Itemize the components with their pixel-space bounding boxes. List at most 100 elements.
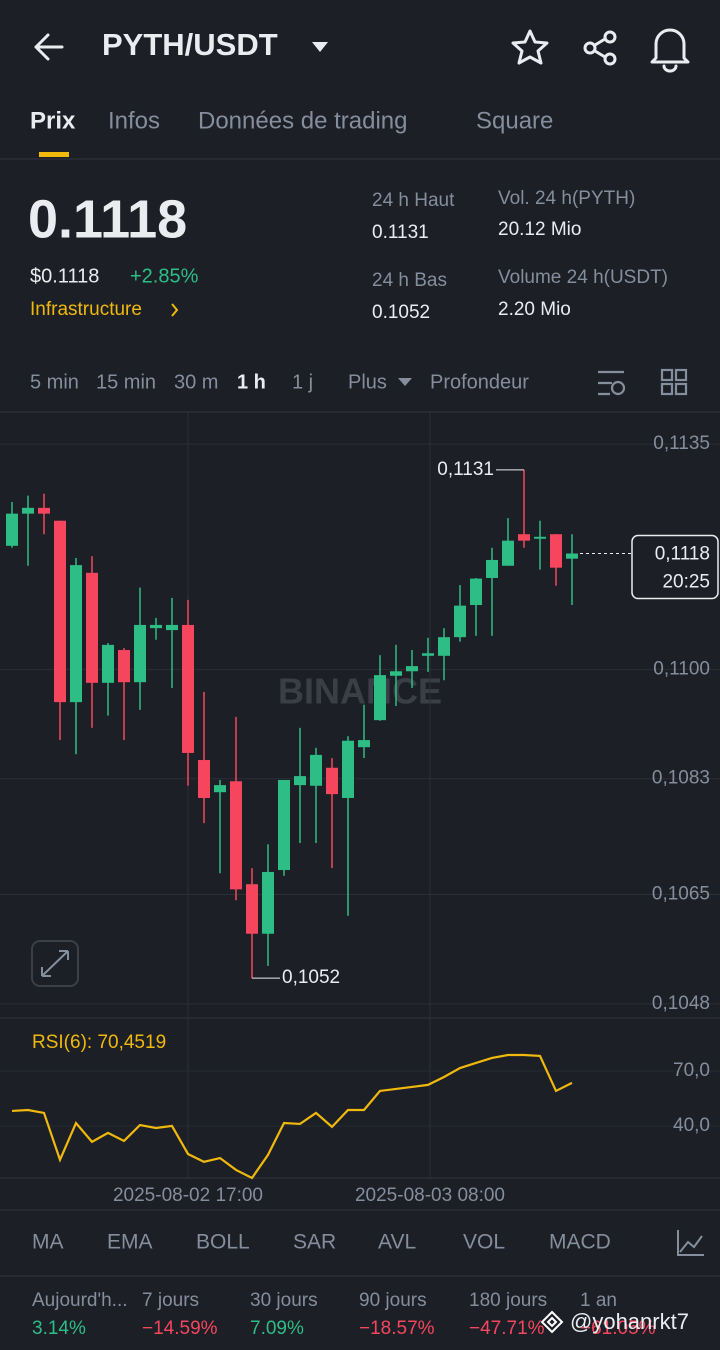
candle-body — [182, 624, 194, 753]
interval[interactable]: 15 min — [96, 371, 156, 393]
x-tick-label: 2025-08-02 17:00 — [113, 1185, 263, 1206]
indicator-tab[interactable]: VOL — [463, 1231, 505, 1254]
candle-body — [6, 513, 18, 546]
expand-icon — [41, 950, 69, 977]
rsi-line — [11, 1053, 573, 1180]
performance-value: −14.59% — [142, 1318, 218, 1339]
stat-label: 24 h Bas — [372, 270, 447, 291]
interval[interactable]: 1 j — [292, 371, 313, 393]
indicator-tab[interactable]: EMA — [107, 1231, 153, 1254]
candle-body — [438, 637, 450, 656]
candle-body — [550, 534, 562, 568]
chart-settings-icon[interactable] — [598, 370, 626, 396]
candle-body — [342, 740, 354, 798]
price-change: +2.85% — [130, 265, 199, 287]
countdown-label: 20:25 — [662, 572, 710, 593]
candle-body — [102, 644, 114, 683]
candle-body — [406, 666, 418, 672]
indicator-tab[interactable]: MACD — [549, 1231, 611, 1254]
y-tick-label: 0,1048 — [652, 993, 710, 1014]
y-tick-label: 0,1135 — [653, 433, 710, 454]
interval[interactable]: 5 min — [30, 371, 79, 393]
candle-body — [502, 540, 514, 566]
candle-body — [294, 776, 306, 786]
chart-watermark: BINANCE — [278, 671, 442, 712]
interval[interactable]: Profondeur — [430, 371, 529, 393]
indicator-settings-icon[interactable] — [677, 1230, 704, 1256]
performance-value: −47.71% — [469, 1318, 545, 1339]
chart-area: BINANCE 2025-08-02 17:00 2025-08-03 08:00 0… — [0, 412, 720, 1206]
candle-body — [486, 559, 498, 578]
alert-icon[interactable] — [650, 28, 690, 73]
back-button[interactable] — [34, 33, 64, 61]
watermark-logo — [540, 1310, 564, 1334]
candle-body — [118, 650, 130, 683]
candle-body — [534, 536, 546, 539]
tab[interactable]: Square — [476, 107, 553, 134]
candle-body — [566, 553, 578, 559]
candle-body — [86, 572, 98, 683]
performance-row: Aujourd'h... 3.14% 7 jours −14.59% 30 jours 7… — [32, 1290, 656, 1339]
candle-body — [326, 767, 338, 795]
x-tick-label: 2025-08-03 08:00 — [355, 1185, 505, 1206]
stat-label: Volume 24 h(USDT) — [498, 267, 668, 288]
performance-label: Aujourd'h... — [32, 1290, 128, 1311]
rsi-tick-label: 70,0 — [673, 1060, 710, 1081]
stat-label: Vol. 24 h(PYTH) — [498, 188, 635, 209]
sector-chevron — [171, 303, 179, 317]
candle-body — [38, 507, 50, 514]
candle-body — [166, 624, 178, 631]
interval[interactable]: 30 m — [174, 371, 218, 393]
interval[interactable]: 1 h — [237, 371, 266, 393]
indicator-fade — [650, 1220, 720, 1266]
performance-value: −61.05% — [580, 1318, 656, 1339]
tab[interactable]: Prix — [30, 107, 76, 134]
tab[interactable]: Données de trading — [198, 107, 407, 134]
pair-title[interactable]: PYTH/USDT — [102, 27, 278, 62]
stat-label: 24 h Haut — [372, 190, 455, 211]
sector-link[interactable]: Infrastructure — [30, 299, 142, 320]
indicator-tab[interactable]: AVL — [378, 1231, 416, 1254]
candle-body — [518, 534, 530, 541]
y-tick-label: 0,1083 — [652, 768, 710, 789]
candle-body — [310, 754, 322, 786]
interval[interactable]: Plus — [348, 371, 387, 393]
candle-body — [54, 520, 66, 703]
layout-icon[interactable] — [660, 368, 688, 396]
y-tick-label: 0,1100 — [653, 658, 710, 679]
expand-button[interactable] — [31, 940, 79, 987]
tab-indicator — [39, 152, 69, 157]
performance-label: 7 jours — [142, 1290, 199, 1311]
favorite-icon[interactable] — [511, 29, 549, 65]
stat-value: 20.12 Mio — [498, 219, 581, 240]
performance-value: −18.57% — [359, 1318, 435, 1339]
candle-body — [70, 565, 82, 703]
performance-label: 30 jours — [250, 1290, 318, 1311]
performance-value: 3.14% — [32, 1318, 86, 1339]
rsi-tick-label: 40,0 — [673, 1115, 710, 1136]
pair-dropdown[interactable] — [312, 42, 328, 52]
indicator-tab[interactable]: MA — [32, 1231, 64, 1254]
share-icon[interactable] — [583, 30, 617, 66]
performance-label: 90 jours — [359, 1290, 427, 1311]
candle-body — [262, 871, 274, 934]
candle-body — [390, 671, 402, 676]
candle-body — [374, 675, 386, 721]
performance-label: 1 an — [580, 1290, 617, 1311]
stat-value: 0.1131 — [372, 222, 429, 243]
last-price: 0.1118 — [28, 189, 187, 249]
high-label: 0,1131 — [437, 459, 494, 480]
indicator-tab[interactable]: BOLL — [196, 1231, 250, 1254]
candle-body — [214, 785, 226, 793]
performance-label: 180 jours — [469, 1290, 547, 1311]
indicator-row: MAEMABOLLSARAVLVOLMACDR — [32, 1231, 671, 1254]
candle-body — [246, 884, 258, 934]
candle-body — [454, 605, 466, 638]
current-price-box — [631, 534, 719, 600]
tab[interactable]: Infos — [108, 107, 160, 134]
candle-body — [278, 779, 290, 871]
indicator-tab[interactable]: SAR — [293, 1231, 336, 1254]
candle-body — [198, 760, 210, 798]
candle-body — [470, 578, 482, 605]
